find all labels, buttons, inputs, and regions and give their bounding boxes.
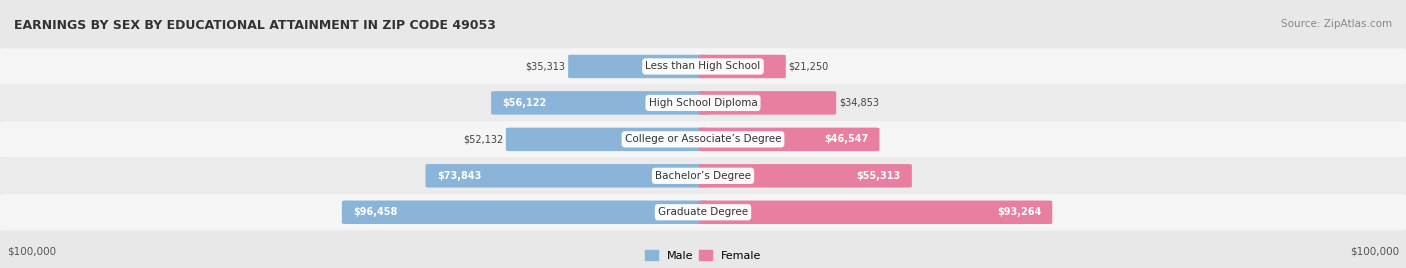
Text: Bachelor’s Degree: Bachelor’s Degree <box>655 171 751 181</box>
Text: $34,853: $34,853 <box>839 98 879 108</box>
FancyBboxPatch shape <box>506 128 707 151</box>
FancyBboxPatch shape <box>699 91 837 115</box>
FancyBboxPatch shape <box>491 91 707 115</box>
FancyBboxPatch shape <box>699 55 786 78</box>
Text: $100,000: $100,000 <box>7 247 56 257</box>
FancyBboxPatch shape <box>0 85 1406 121</box>
Legend: Male, Female: Male, Female <box>640 245 766 265</box>
FancyBboxPatch shape <box>0 121 1406 158</box>
Text: High School Diploma: High School Diploma <box>648 98 758 108</box>
Text: Less than High School: Less than High School <box>645 61 761 72</box>
Text: Source: ZipAtlas.com: Source: ZipAtlas.com <box>1281 19 1392 29</box>
Text: $35,313: $35,313 <box>526 61 565 72</box>
Text: EARNINGS BY SEX BY EDUCATIONAL ATTAINMENT IN ZIP CODE 49053: EARNINGS BY SEX BY EDUCATIONAL ATTAINMEN… <box>14 19 496 32</box>
Text: $46,547: $46,547 <box>824 134 868 144</box>
Text: $55,313: $55,313 <box>856 171 901 181</box>
FancyBboxPatch shape <box>699 128 879 151</box>
FancyBboxPatch shape <box>568 55 707 78</box>
Text: $56,122: $56,122 <box>502 98 547 108</box>
Text: $21,250: $21,250 <box>789 61 830 72</box>
FancyBboxPatch shape <box>342 200 707 224</box>
Text: $93,264: $93,264 <box>997 207 1040 217</box>
Text: $100,000: $100,000 <box>1350 247 1399 257</box>
FancyBboxPatch shape <box>0 48 1406 85</box>
FancyBboxPatch shape <box>426 164 707 188</box>
Text: Graduate Degree: Graduate Degree <box>658 207 748 217</box>
FancyBboxPatch shape <box>0 158 1406 194</box>
Text: College or Associate’s Degree: College or Associate’s Degree <box>624 134 782 144</box>
Text: $96,458: $96,458 <box>353 207 398 217</box>
Text: $52,132: $52,132 <box>463 134 503 144</box>
FancyBboxPatch shape <box>699 164 912 188</box>
Text: $73,843: $73,843 <box>437 171 481 181</box>
FancyBboxPatch shape <box>699 200 1052 224</box>
FancyBboxPatch shape <box>0 194 1406 230</box>
